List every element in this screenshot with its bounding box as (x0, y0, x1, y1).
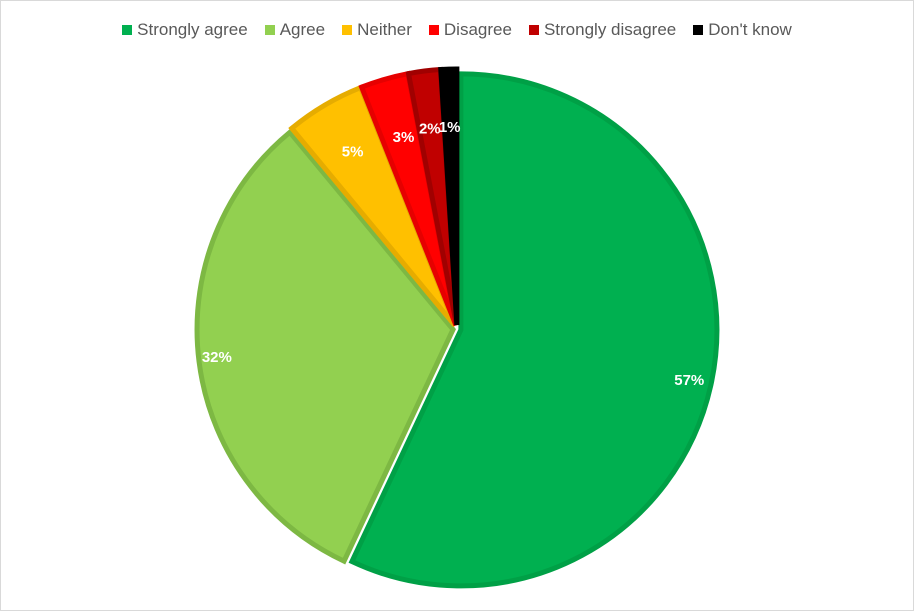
legend-item-disagree: Disagree (428, 20, 512, 40)
legend-swatch-disagree (428, 25, 439, 35)
legend-item-agree: Agree (264, 20, 326, 40)
legend-item-neither: Neither (342, 20, 412, 40)
legend-label-neither: Neither (357, 20, 412, 39)
legend-item-strongly-disagree: Strongly disagree (528, 20, 677, 40)
legend-label-dont-know: Don't know (708, 20, 792, 39)
legend-swatch-neither (342, 25, 353, 35)
legend-label-disagree: Disagree (443, 20, 512, 39)
data-label-disagree: 3% (393, 129, 415, 146)
legend-label-strongly-agree: Strongly agree (137, 20, 248, 39)
legend-item-strongly-agree: Strongly agree (122, 20, 248, 40)
data-label-dont-know: 1% (439, 119, 461, 136)
data-label-strongly-disagree: 2% (419, 121, 441, 138)
legend: Strongly agree Agree Neither Disagree St… (1, 20, 913, 40)
legend-swatch-agree (264, 25, 275, 35)
legend-swatch-strongly-disagree (528, 25, 539, 35)
legend-swatch-dont-know (693, 25, 704, 35)
data-label-agree: 32% (202, 349, 232, 366)
legend-label-agree: Agree (279, 20, 326, 39)
legend-label-strongly-disagree: Strongly disagree (543, 20, 677, 39)
data-label-strongly-agree: 57% (674, 372, 704, 389)
legend-swatch-strongly-agree (122, 25, 133, 35)
pie-slice-agree (194, 128, 456, 565)
pie-slice-dont-know (438, 66, 460, 326)
data-label-neither: 5% (342, 144, 364, 161)
pie-slice-strongly-agree (348, 71, 720, 589)
legend-item-dont-know: Don't know (693, 20, 792, 40)
